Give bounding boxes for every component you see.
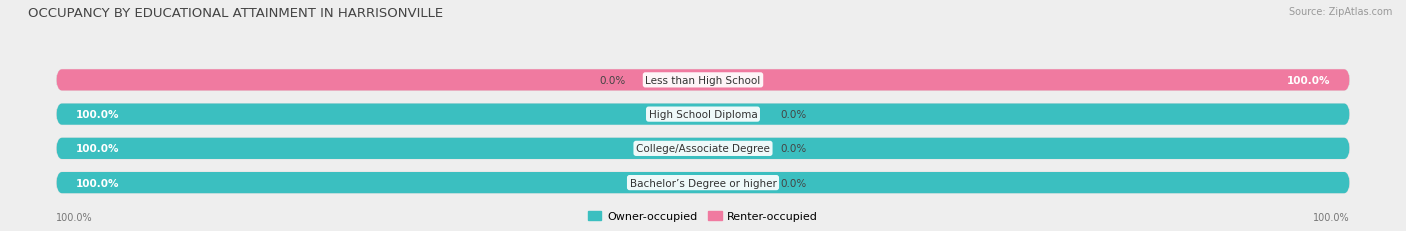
Text: OCCUPANCY BY EDUCATIONAL ATTAINMENT IN HARRISONVILLE: OCCUPANCY BY EDUCATIONAL ATTAINMENT IN H…	[28, 7, 443, 20]
Text: 100.0%: 100.0%	[1313, 213, 1350, 222]
FancyBboxPatch shape	[56, 104, 1350, 125]
Text: 0.0%: 0.0%	[780, 178, 807, 188]
FancyBboxPatch shape	[56, 172, 1350, 193]
FancyBboxPatch shape	[56, 104, 1350, 125]
FancyBboxPatch shape	[56, 70, 1350, 91]
Text: High School Diploma: High School Diploma	[648, 110, 758, 120]
FancyBboxPatch shape	[56, 138, 1350, 159]
Text: 0.0%: 0.0%	[780, 144, 807, 154]
Text: 100.0%: 100.0%	[76, 178, 120, 188]
FancyBboxPatch shape	[56, 138, 1350, 159]
Text: Bachelor’s Degree or higher: Bachelor’s Degree or higher	[630, 178, 776, 188]
Text: 0.0%: 0.0%	[599, 76, 626, 85]
FancyBboxPatch shape	[56, 172, 1350, 193]
Legend: Owner-occupied, Renter-occupied: Owner-occupied, Renter-occupied	[583, 206, 823, 225]
Text: 100.0%: 100.0%	[56, 213, 93, 222]
Text: Source: ZipAtlas.com: Source: ZipAtlas.com	[1288, 7, 1392, 17]
Text: 100.0%: 100.0%	[76, 144, 120, 154]
FancyBboxPatch shape	[56, 70, 1350, 91]
Text: Less than High School: Less than High School	[645, 76, 761, 85]
Text: 0.0%: 0.0%	[780, 110, 807, 120]
Text: 100.0%: 100.0%	[76, 110, 120, 120]
Text: 100.0%: 100.0%	[1286, 76, 1330, 85]
Text: College/Associate Degree: College/Associate Degree	[636, 144, 770, 154]
